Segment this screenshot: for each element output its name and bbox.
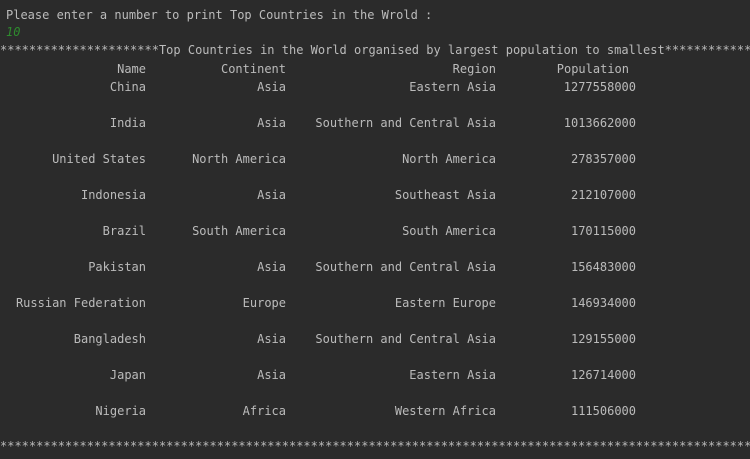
cell-region: Eastern Europe [394, 296, 496, 310]
cell-continent: North America [192, 152, 286, 166]
cell-name: Japan [109, 368, 146, 382]
cell-population: 129155000 [570, 332, 636, 346]
cell-region: Southern and Central Asia [315, 332, 496, 346]
cell-population: 111506000 [570, 404, 636, 418]
cell-population: 146934000 [570, 296, 636, 310]
cell-name: United States [52, 152, 146, 166]
cell-continent: Asia [257, 332, 286, 346]
cell-name: Russian Federation [15, 296, 146, 310]
header-region: Region [452, 62, 496, 76]
cell-continent: Asia [257, 80, 286, 94]
cell-name: Brazil [102, 224, 146, 238]
cell-population: 1013662000 [563, 116, 636, 130]
cell-population: 278357000 [570, 152, 636, 166]
cell-continent: Asia [257, 260, 286, 274]
cell-name: Nigeria [95, 404, 146, 418]
cell-population: 126714000 [570, 368, 636, 382]
cell-name: India [109, 116, 146, 130]
cell-region: Eastern Asia [409, 368, 496, 382]
header-continent: Continent [220, 62, 286, 76]
cell-continent: South America [192, 224, 286, 238]
cell-name: Pakistan [88, 260, 146, 274]
cell-population: 156483000 [570, 260, 636, 274]
cell-continent: Asia [257, 188, 286, 202]
cell-region: Eastern Asia [409, 80, 496, 94]
cell-population: 1277558000 [563, 80, 636, 94]
cell-name: Bangladesh [73, 332, 146, 346]
cell-continent: Europe [242, 296, 286, 310]
cell-region: Southeast Asia [394, 188, 496, 202]
cell-population: 170115000 [570, 224, 636, 238]
cell-population: 212107000 [570, 188, 636, 202]
cell-region: South America [402, 224, 496, 238]
cell-region: North America [402, 152, 496, 166]
cell-region: Western Africa [394, 404, 496, 418]
cell-name: China [109, 80, 146, 94]
header-name: Name [117, 62, 146, 76]
input-prompt: Please enter a number to print Top Count… [6, 8, 433, 22]
cell-name: Indonesia [80, 188, 146, 202]
table-banner: **********************Top Countries in t… [0, 43, 750, 57]
table-footer: ****************************************… [0, 439, 750, 453]
cell-continent: Asia [257, 368, 286, 382]
header-population: Population [556, 62, 629, 76]
cell-region: Southern and Central Asia [315, 116, 496, 130]
user-input-value: 10 [6, 25, 21, 39]
cell-continent: Africa [242, 404, 286, 418]
cell-region: Southern and Central Asia [315, 260, 496, 274]
cell-continent: Asia [257, 116, 286, 130]
